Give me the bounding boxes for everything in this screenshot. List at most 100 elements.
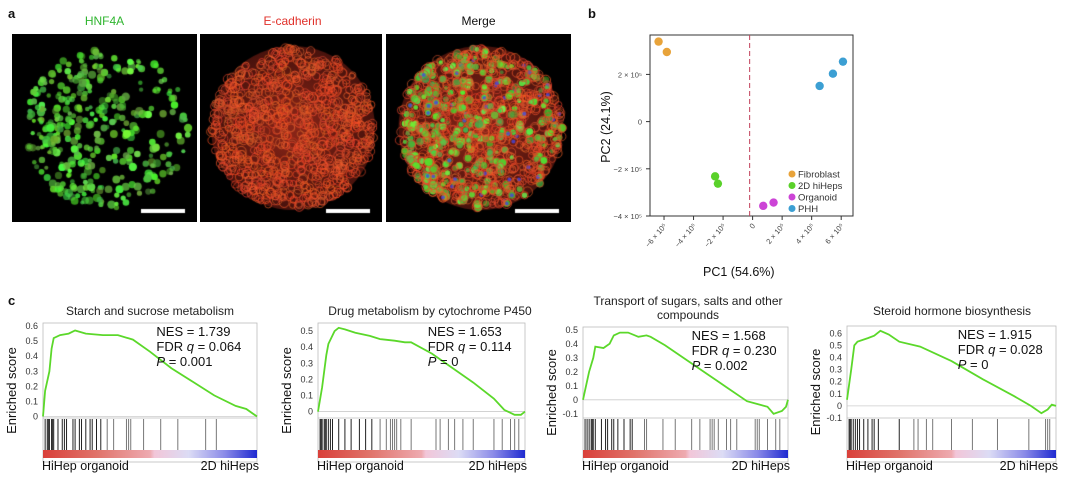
gsea-stat-fdr_q: q [458,339,466,354]
legend-label: Organoid [798,193,837,204]
gsea-y-tick-label: 0.3 [565,353,578,363]
gsea-y-tick-label: 0.3 [25,366,38,376]
gsea-y-tick-label: 0.2 [25,381,38,391]
gsea-title: Transport of sugars, salts and other com… [593,294,783,322]
legend-label: 2D hiHeps [798,181,843,192]
panel-c-label: c [8,293,16,308]
gsea-stat-line: P = 0 [958,357,1043,372]
gsea-stat-p_value: = 0 [966,357,989,372]
gsea-right-label: 2D hiHeps [999,459,1058,473]
gsea-stat-fdr_prefix: FDR [691,343,722,358]
pca-point-phh [838,57,848,66]
gsea-stat-nes: NES = 1.915 [957,327,1032,342]
gsea-y-tick-label: 0.4 [300,342,313,352]
gsea-y-axis-label: Enriched score [279,347,294,434]
gsea-y-tick-label: 0.5 [300,326,313,336]
panel-a-label: a [8,6,16,21]
pca-x-tick-label: 0 [748,222,758,231]
pca-y-tick-label: −4 × 10⁵ [613,212,642,221]
pca-y-tick-label: 2 × 10⁵ [618,70,642,79]
gsea-y-tick-label: 0.3 [300,358,313,368]
ecadherin-image [200,34,382,222]
gsea-left-label: HiHep organoid [846,459,933,473]
gsea-stat-line: FDR q = 0.064 [156,339,241,354]
pca-scatter-plot: −6 × 10⁵ −4 × 10⁵ −2 × 10⁵ 0 2 × 10⁵ 4 × 10⁵ 6… [613,34,854,249]
gsea-y-tick-label: 0.4 [829,352,842,362]
gsea-stat-line: FDR q = 0.230 [692,343,777,358]
gsea-y-tick-label: 0.1 [829,389,842,399]
gsea-stat-p_value: = 0.002 [700,358,748,373]
gsea-stat-line: P = 0.002 [692,358,777,373]
gsea-stats: NES = 1.568 FDR q = 0.230 P = 0.002 [692,328,777,373]
merge-image [386,34,571,222]
pca-point-phh [815,81,824,91]
gsea-stat-line: NES = 1.739 [156,324,241,339]
legend-marker [788,205,796,212]
gsea-y-tick-label: 0.5 [829,340,842,350]
gsea-stat-fdr_q: q [988,342,996,357]
gsea-y-tick-label: 0.2 [565,367,578,377]
gsea-stat-fdr_value: = 0.028 [995,342,1043,357]
gsea-y-tick-label: 0.1 [300,390,313,400]
gsea-left-label: HiHep organoid [317,459,404,473]
legend-label: PHH [798,204,818,215]
gsea-stat-line: P = 0.001 [156,354,241,369]
gsea-rank-color-bar [847,450,1056,458]
legend-label: Fibroblast [798,170,840,181]
pca-point-2d-hiheps [713,179,723,188]
pca-point-2d-hiheps [710,172,720,181]
gsea-stat-line: FDR q = 0.028 [958,342,1043,357]
gsea-rank-color-bar [43,450,257,458]
gsea-y-tick-label: 0.5 [25,336,38,346]
gsea-y-tick-label: 0.1 [565,381,578,391]
gsea-stat-nes: NES = 1.568 [691,328,766,343]
gsea-stat-line: FDR q = 0.114 [428,339,512,354]
gsea-enrichment-curve [42,329,258,418]
gsea-left-label: HiHep organoid [582,459,669,473]
gsea-y-tick-label: 0.4 [25,351,38,361]
gsea-left-label: HiHep organoid [42,459,129,473]
gsea-y-tick-label: 0.4 [565,339,578,349]
gsea-stat-p_label: P [427,354,437,369]
gsea-y-tick-label: 0 [837,401,842,411]
gsea-y-tick-label: 0 [573,395,578,405]
gsea-stat-p_label: P [156,354,166,369]
gsea-y-tick-label: 0.5 [565,325,578,335]
pca-y-tick-label: −2 × 10⁵ [613,165,642,174]
gsea-stat-p_label: P [691,358,701,373]
gsea-frame [42,322,258,463]
gsea-stat-fdr_value: = 0.114 [465,339,512,354]
gsea-stat-fdr_value: = 0.230 [729,343,777,358]
legend-marker [788,170,796,178]
gsea-title: Steroid hormone biosynthesis [872,304,1032,318]
gsea-stat-fdr_prefix: FDR [427,339,459,354]
gsea-stat-nes: NES = 1.739 [156,324,231,339]
image-title-ecadherin: E-cadherin [263,14,322,28]
pca-point-fibroblast [662,47,672,57]
gsea-stat-p_value: = 0.001 [165,354,213,369]
gsea-y-tick-label: 0.6 [25,321,38,331]
gsea-y-tick-label: -0.1 [562,409,578,419]
gsea-enrichment-curve [317,326,526,416]
gsea-rank-color-bar [583,450,788,458]
gsea-frame [582,326,789,463]
gsea-y-tick-label: 0.2 [300,374,313,384]
gsea-stat-fdr_value: = 0.064 [193,339,242,354]
gsea-stat-fdr_prefix: FDR [156,339,187,354]
gsea-y-tick-label: -0.1 [826,413,842,423]
gsea-y-tick-label: 0 [33,411,38,421]
gsea-rank-color-bar [318,450,525,458]
gsea-right-label: 2D hiHeps [731,459,790,473]
image-title-hnf4a: HNF4A [84,14,125,28]
gsea-stat-fdr_q: q [721,343,730,358]
gsea-y-tick-label: 0.1 [25,396,38,406]
image-title-merge: Merge [461,14,496,28]
gsea-frame [317,322,526,463]
gsea-title: Starch and sucrose metabolism [65,304,235,318]
gsea-stat-line: NES = 1.653 [428,324,512,339]
pca-x-axis-label: PC1 (54.6%) [703,265,775,279]
